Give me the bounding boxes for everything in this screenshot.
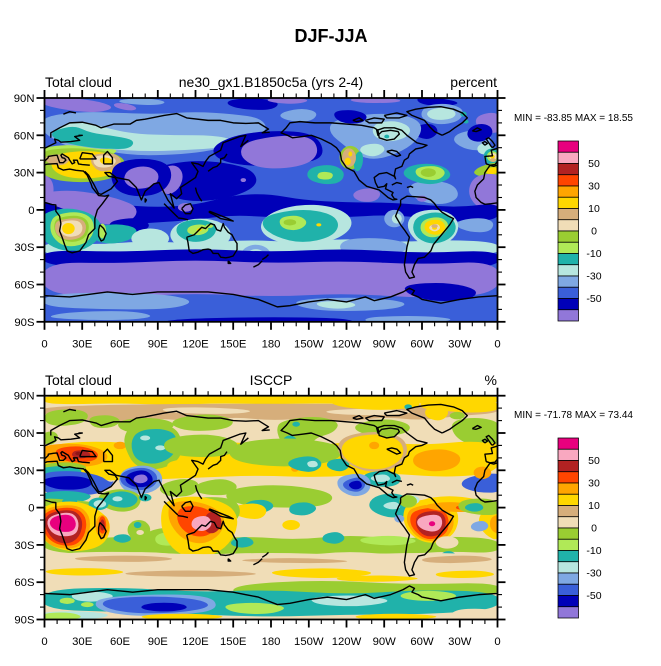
- svg-text:ne30_gx1.B1850c5a (yrs 2-4): ne30_gx1.B1850c5a (yrs 2-4): [179, 74, 363, 90]
- svg-text:90W: 90W: [373, 338, 397, 350]
- svg-text:60E: 60E: [110, 338, 131, 350]
- svg-text:0: 0: [28, 205, 34, 217]
- svg-text:0: 0: [41, 636, 47, 648]
- svg-text:120W: 120W: [332, 338, 362, 350]
- svg-text:MIN = -83.85 MAX = 18.55: MIN = -83.85 MAX = 18.55: [514, 113, 633, 124]
- svg-text:180: 180: [262, 338, 281, 350]
- svg-text:30: 30: [588, 478, 600, 490]
- svg-text:30N: 30N: [14, 168, 35, 180]
- svg-text:60W: 60W: [410, 338, 434, 350]
- svg-text:30: 30: [588, 181, 600, 193]
- svg-text:180: 180: [262, 636, 281, 648]
- svg-text:90S: 90S: [14, 615, 35, 627]
- svg-text:50: 50: [588, 158, 600, 170]
- svg-text:-10: -10: [586, 545, 601, 557]
- svg-text:90N: 90N: [14, 391, 35, 403]
- svg-text:30E: 30E: [72, 338, 93, 350]
- svg-text:120E: 120E: [182, 636, 209, 648]
- svg-text:-50: -50: [586, 590, 601, 602]
- svg-text:%: %: [485, 372, 497, 388]
- svg-text:50: 50: [588, 455, 600, 467]
- svg-text:0: 0: [591, 523, 597, 535]
- svg-text:120E: 120E: [182, 338, 209, 350]
- svg-text:Total cloud: Total cloud: [45, 372, 112, 388]
- svg-text:0: 0: [28, 503, 34, 515]
- svg-text:60S: 60S: [14, 280, 35, 292]
- svg-text:90S: 90S: [14, 317, 35, 329]
- svg-text:30S: 30S: [14, 242, 35, 254]
- svg-text:120W: 120W: [332, 636, 362, 648]
- svg-text:-30: -30: [586, 568, 601, 580]
- svg-text:0: 0: [494, 636, 500, 648]
- svg-text:60W: 60W: [410, 636, 434, 648]
- svg-text:90E: 90E: [148, 338, 169, 350]
- svg-text:0: 0: [591, 226, 597, 238]
- svg-text:150E: 150E: [220, 636, 247, 648]
- svg-text:MIN = -71.78 MAX = 73.44: MIN = -71.78 MAX = 73.44: [514, 410, 633, 421]
- svg-text:30S: 30S: [14, 540, 35, 552]
- svg-text:30W: 30W: [448, 338, 472, 350]
- svg-text:90W: 90W: [373, 636, 397, 648]
- svg-text:150E: 150E: [220, 338, 247, 350]
- svg-text:10: 10: [588, 203, 600, 215]
- svg-text:30N: 30N: [14, 465, 35, 477]
- svg-text:60E: 60E: [110, 636, 131, 648]
- svg-text:90N: 90N: [14, 93, 35, 105]
- svg-text:10: 10: [588, 500, 600, 512]
- svg-text:150W: 150W: [294, 338, 324, 350]
- svg-text:90E: 90E: [148, 636, 169, 648]
- svg-text:-50: -50: [586, 293, 601, 305]
- svg-text:0: 0: [41, 338, 47, 350]
- svg-text:ISCCP: ISCCP: [250, 372, 293, 388]
- svg-text:60N: 60N: [14, 428, 35, 440]
- svg-text:-30: -30: [586, 271, 601, 283]
- svg-text:150W: 150W: [294, 636, 324, 648]
- svg-text:60S: 60S: [14, 577, 35, 589]
- svg-text:-10: -10: [586, 248, 601, 260]
- svg-text:30E: 30E: [72, 636, 93, 648]
- svg-text:30W: 30W: [448, 636, 472, 648]
- svg-text:Total cloud: Total cloud: [45, 74, 112, 90]
- svg-text:60N: 60N: [14, 130, 35, 142]
- svg-text:0: 0: [494, 338, 500, 350]
- svg-text:percent: percent: [450, 74, 497, 90]
- svg-text:DJF-JJA: DJF-JJA: [294, 26, 367, 46]
